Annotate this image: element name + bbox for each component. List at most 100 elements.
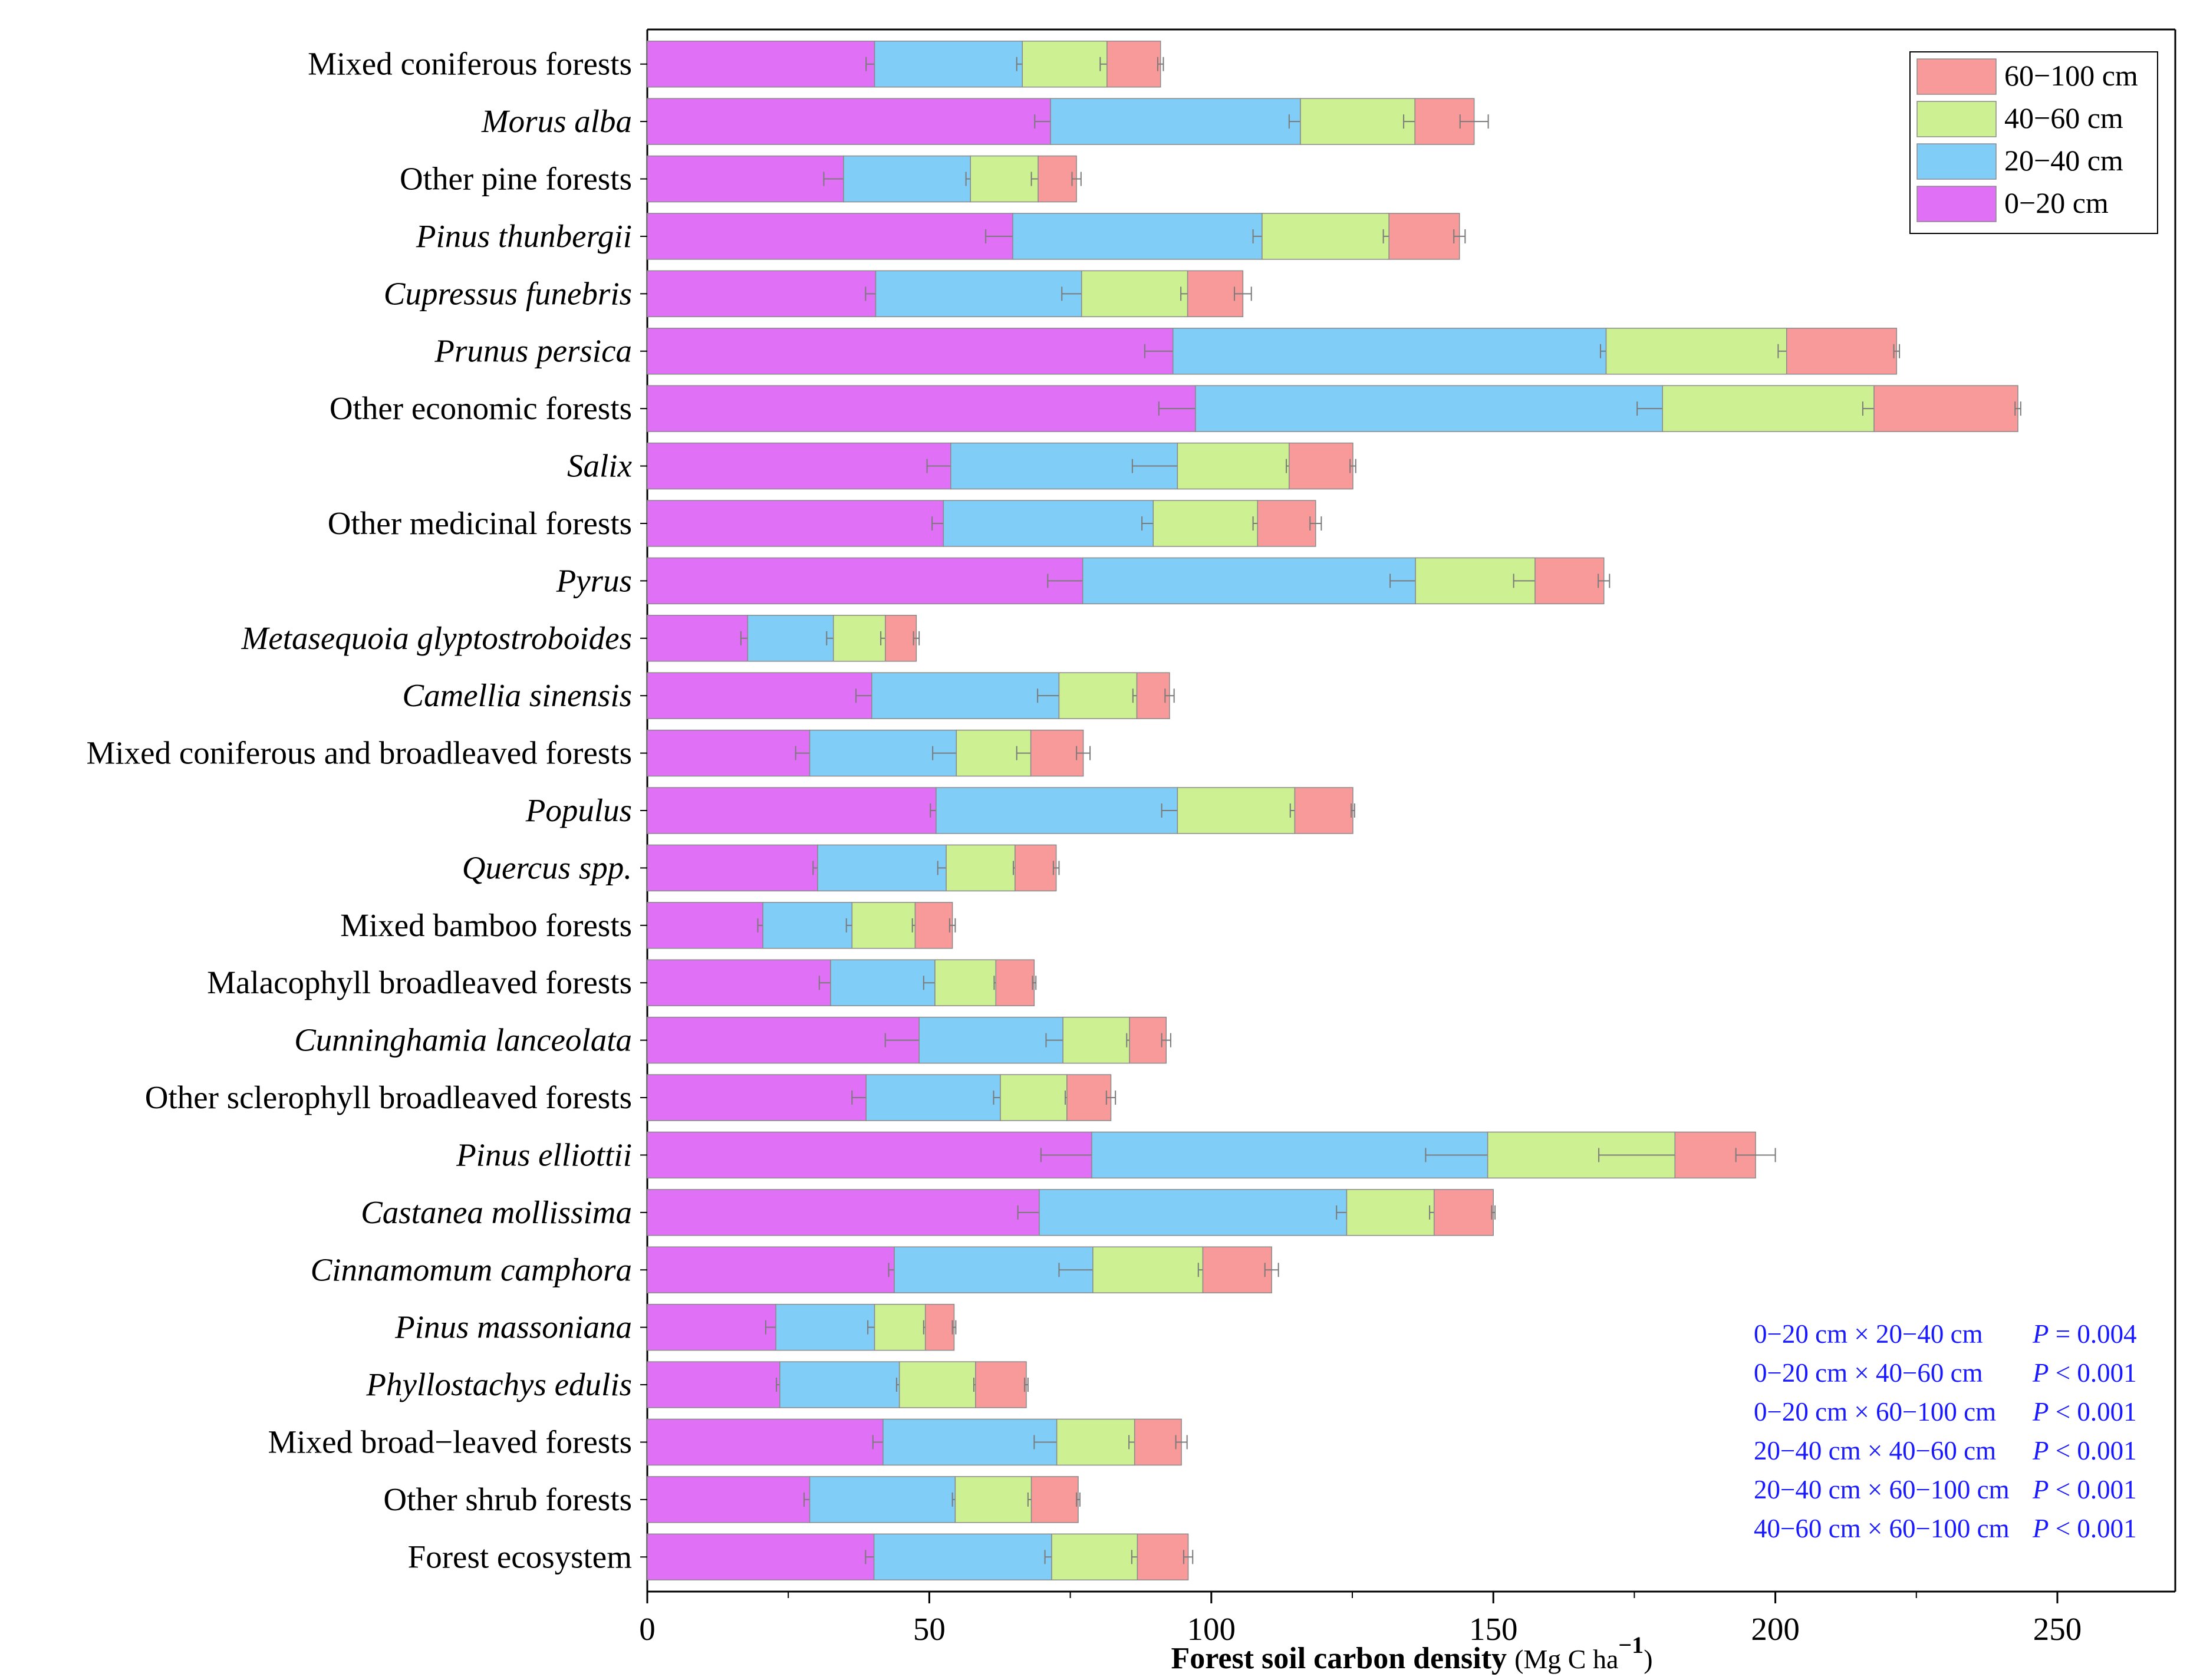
y-tick-label: Mixed coniferous and broadleaved forests (86, 735, 632, 771)
annotation-p-symbol: P (2032, 1397, 2049, 1427)
bar-segment-20-40-cm-18 (865, 1074, 1001, 1121)
x-axis-label-unit-close: ) (1644, 1644, 1652, 1674)
bar-segment-20-40-cm-22 (775, 1303, 875, 1351)
bar-segment-0-20-cm-5 (647, 327, 1174, 375)
y-tick-label: Pinus elliottii (456, 1137, 632, 1172)
annotation-p-value: < 0.001 (2049, 1514, 2137, 1543)
legend-swatch (1916, 58, 1997, 95)
bar-segment-40-60-cm-5 (1605, 327, 1787, 375)
bar-segment-60-100-cm-10 (885, 615, 917, 662)
legend-swatch (1916, 143, 1997, 180)
legend-label: 60−100 cm (2004, 59, 2138, 92)
annotation-p-value: = 0.004 (2049, 1319, 2137, 1349)
bar-segment-20-40-cm-24 (882, 1418, 1058, 1466)
bar-segment-0-20-cm-7 (647, 442, 951, 490)
annotation-p-symbol: P (2032, 1514, 2049, 1543)
bar-segment-0-20-cm-6 (647, 385, 1196, 432)
bar-segment-20-40-cm-8 (943, 500, 1154, 547)
bar-segment-60-100-cm-9 (1534, 557, 1605, 605)
annotation-p-value: < 0.001 (2049, 1475, 2137, 1504)
bar-segment-40-60-cm-0 (1022, 40, 1108, 88)
bar-segment-20-40-cm-13 (936, 787, 1178, 834)
y-tick-label: Prunus persica (434, 333, 632, 369)
y-tick-label: Mixed bamboo forests (340, 907, 632, 943)
bar-segment-0-20-cm-18 (647, 1074, 867, 1121)
bar-segment-60-100-cm-3 (1388, 213, 1460, 260)
bar-segment-40-60-cm-14 (946, 844, 1016, 892)
annotation-p-value: < 0.001 (2049, 1358, 2137, 1388)
y-tick-label: Other pine forests (400, 161, 632, 197)
x-tick-label: 200 (1751, 1611, 1800, 1647)
y-tick-label: Other shrub forests (383, 1481, 632, 1517)
bar-segment-60-100-cm-6 (1873, 385, 2018, 432)
y-tick-label: Malacophyll broadleaved forests (207, 964, 632, 1000)
bar-segment-40-60-cm-15 (851, 902, 916, 949)
bar-segment-40-60-cm-2 (970, 155, 1039, 203)
bar-segment-40-60-cm-23 (898, 1361, 976, 1408)
bar-segment-0-20-cm-12 (647, 729, 811, 777)
bar-segment-60-100-cm-8 (1257, 500, 1316, 547)
legend-label: 20−40 cm (2004, 144, 2123, 177)
bar-segment-40-60-cm-13 (1177, 787, 1296, 834)
bar-segment-40-60-cm-18 (1000, 1074, 1068, 1121)
y-tick-label: Pinus thunbergii (416, 218, 632, 254)
bar-segment-0-20-cm-8 (647, 500, 944, 547)
bar-segment-60-100-cm-18 (1066, 1074, 1112, 1121)
significance-annotation: 0−20 cm × 60−100 cm P < 0.001 (1754, 1397, 2137, 1427)
y-tick-label: Mixed coniferous forests (308, 46, 632, 82)
bar-segment-40-60-cm-20 (1346, 1189, 1435, 1236)
annotation-pair: 20−40 cm × 40−60 cm (1754, 1436, 1996, 1465)
y-tick-label: Cinnamomum camphora (311, 1251, 632, 1287)
x-tick-label: 100 (1187, 1611, 1236, 1647)
bar-segment-20-40-cm-26 (873, 1533, 1052, 1581)
bar-segment-60-100-cm-5 (1786, 327, 1898, 375)
x-tick-label: 0 (639, 1611, 656, 1647)
y-tick-label: Camellia sinensis (402, 677, 632, 713)
bar-segment-60-100-cm-20 (1433, 1189, 1494, 1236)
bar-segment-0-20-cm-24 (647, 1418, 884, 1466)
bar-segment-0-20-cm-0 (647, 40, 875, 88)
legend-swatch (1916, 186, 1997, 222)
annotation-pair: 40−60 cm × 60−100 cm (1754, 1514, 2010, 1543)
x-axis-label-main: Forest soil carbon density (1171, 1642, 1514, 1675)
bar-segment-20-40-cm-17 (918, 1016, 1063, 1064)
bar-segment-20-40-cm-2 (843, 155, 971, 203)
x-tick-label: 250 (2033, 1611, 2082, 1647)
bar-segment-60-100-cm-2 (1038, 155, 1077, 203)
bar-segment-0-20-cm-11 (647, 672, 872, 719)
bar-segment-20-40-cm-20 (1039, 1189, 1348, 1236)
bar-segment-40-60-cm-16 (934, 959, 997, 1006)
legend-swatch (1916, 101, 1997, 137)
bar-segment-40-60-cm-6 (1662, 385, 1875, 432)
bar-segment-20-40-cm-0 (874, 40, 1023, 88)
y-tick-label: Pyrus (556, 562, 632, 598)
y-tick-label: Phyllostachys edulis (365, 1366, 632, 1402)
bar-segment-40-60-cm-8 (1152, 500, 1259, 547)
y-tick-label: Castanea mollissima (361, 1194, 632, 1230)
bar-segment-40-60-cm-26 (1051, 1533, 1138, 1581)
bar-segment-40-60-cm-3 (1262, 213, 1389, 260)
bar-segment-0-20-cm-1 (647, 98, 1051, 145)
bar-segment-0-20-cm-20 (647, 1189, 1040, 1236)
y-tick-label: Cunninghamia lanceolata (294, 1022, 632, 1058)
bar-segment-20-40-cm-14 (817, 844, 947, 892)
annotation-pair: 0−20 cm × 20−40 cm (1754, 1319, 1983, 1349)
significance-annotation: 40−60 cm × 60−100 cm P < 0.001 (1754, 1514, 2137, 1543)
bar-segment-60-100-cm-22 (924, 1303, 955, 1351)
bar-segment-0-20-cm-19 (647, 1131, 1092, 1179)
bar-segment-60-100-cm-14 (1015, 844, 1057, 892)
bar-segment-60-100-cm-16 (995, 959, 1035, 1006)
bar-segment-40-60-cm-25 (954, 1476, 1032, 1523)
x-tick-label: 50 (913, 1611, 946, 1647)
annotation-p-symbol: P (2032, 1358, 2049, 1388)
bar-segment-60-100-cm-25 (1030, 1476, 1079, 1523)
legend-label: 40−60 cm (2004, 101, 2123, 134)
bar-segment-60-100-cm-0 (1106, 40, 1161, 88)
x-axis-label-unit: (Mg C ha (1514, 1644, 1618, 1674)
y-tick-label: Mixed broad−leaved forests (268, 1424, 633, 1460)
bar-segment-60-100-cm-17 (1129, 1016, 1167, 1064)
y-tick-label: Forest ecosystem (408, 1539, 632, 1574)
bar-segment-60-100-cm-11 (1136, 672, 1170, 719)
